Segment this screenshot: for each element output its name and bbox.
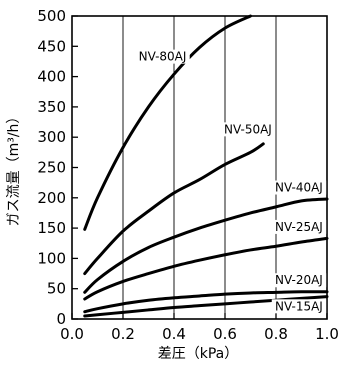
series-lines [83, 14, 329, 318]
series-label-nv-80aj: NV-80AJ [139, 50, 187, 64]
series-label-nv-25aj: NV-25AJ [275, 220, 323, 234]
x-tick-label: 1.0 [315, 325, 339, 343]
axes: 0 50 100 150 200 250 300 350 400 450 500 0.0 0.2 0.4 0… [37, 7, 339, 343]
x-axis-title: 差圧（kPa） [158, 346, 239, 362]
series-line-nv-25aj [83, 236, 329, 301]
series-labels: NV-80AJ NV-50AJ NV-40AJ NV-25AJ NV-20AJ NV-15… [135, 49, 327, 314]
series-label-bg [271, 219, 327, 234]
series-label-bg [135, 49, 190, 64]
y-tick-label: 400 [37, 68, 66, 86]
series-label-nv-15aj: NV-15AJ [275, 299, 323, 313]
y-tick-label: 300 [37, 128, 66, 146]
series-label-nv-50aj: NV-50AJ [224, 122, 272, 136]
y-tick-label: 350 [37, 98, 66, 116]
series-line-nv-40aj [83, 197, 329, 294]
y-tick-label: 0 [56, 310, 66, 328]
y-axis-title: ガス流量（m³/h） [6, 110, 22, 227]
gridlines [122, 16, 277, 319]
y-tick-label: 100 [37, 249, 66, 267]
y-tick-label: 200 [37, 189, 66, 207]
y-tick-label: 450 [37, 37, 66, 55]
series-line-nv-50aj [83, 142, 265, 276]
y-tick-label: 250 [37, 159, 66, 177]
x-tick-label: 0.6 [213, 325, 237, 343]
series-label-bg [220, 122, 276, 137]
series-line-nv-20aj [83, 290, 329, 314]
series-label-nv-40aj: NV-40AJ [275, 181, 323, 195]
series-line-nv-80aj [83, 14, 252, 231]
x-tick-label: 0.0 [60, 325, 84, 343]
x-tick-label: 0.4 [162, 325, 186, 343]
series-label-bg [271, 299, 327, 314]
x-tick-label: 0.2 [111, 325, 135, 343]
y-tick-label: 50 [47, 280, 66, 298]
series-label-nv-20aj: NV-20AJ [275, 273, 323, 287]
x-tick-label: 0.8 [264, 325, 288, 343]
series-label-bg [271, 273, 327, 288]
series-label-bg [271, 180, 327, 195]
y-tick-label: 500 [37, 7, 66, 25]
y-tick-label: 150 [37, 219, 66, 237]
